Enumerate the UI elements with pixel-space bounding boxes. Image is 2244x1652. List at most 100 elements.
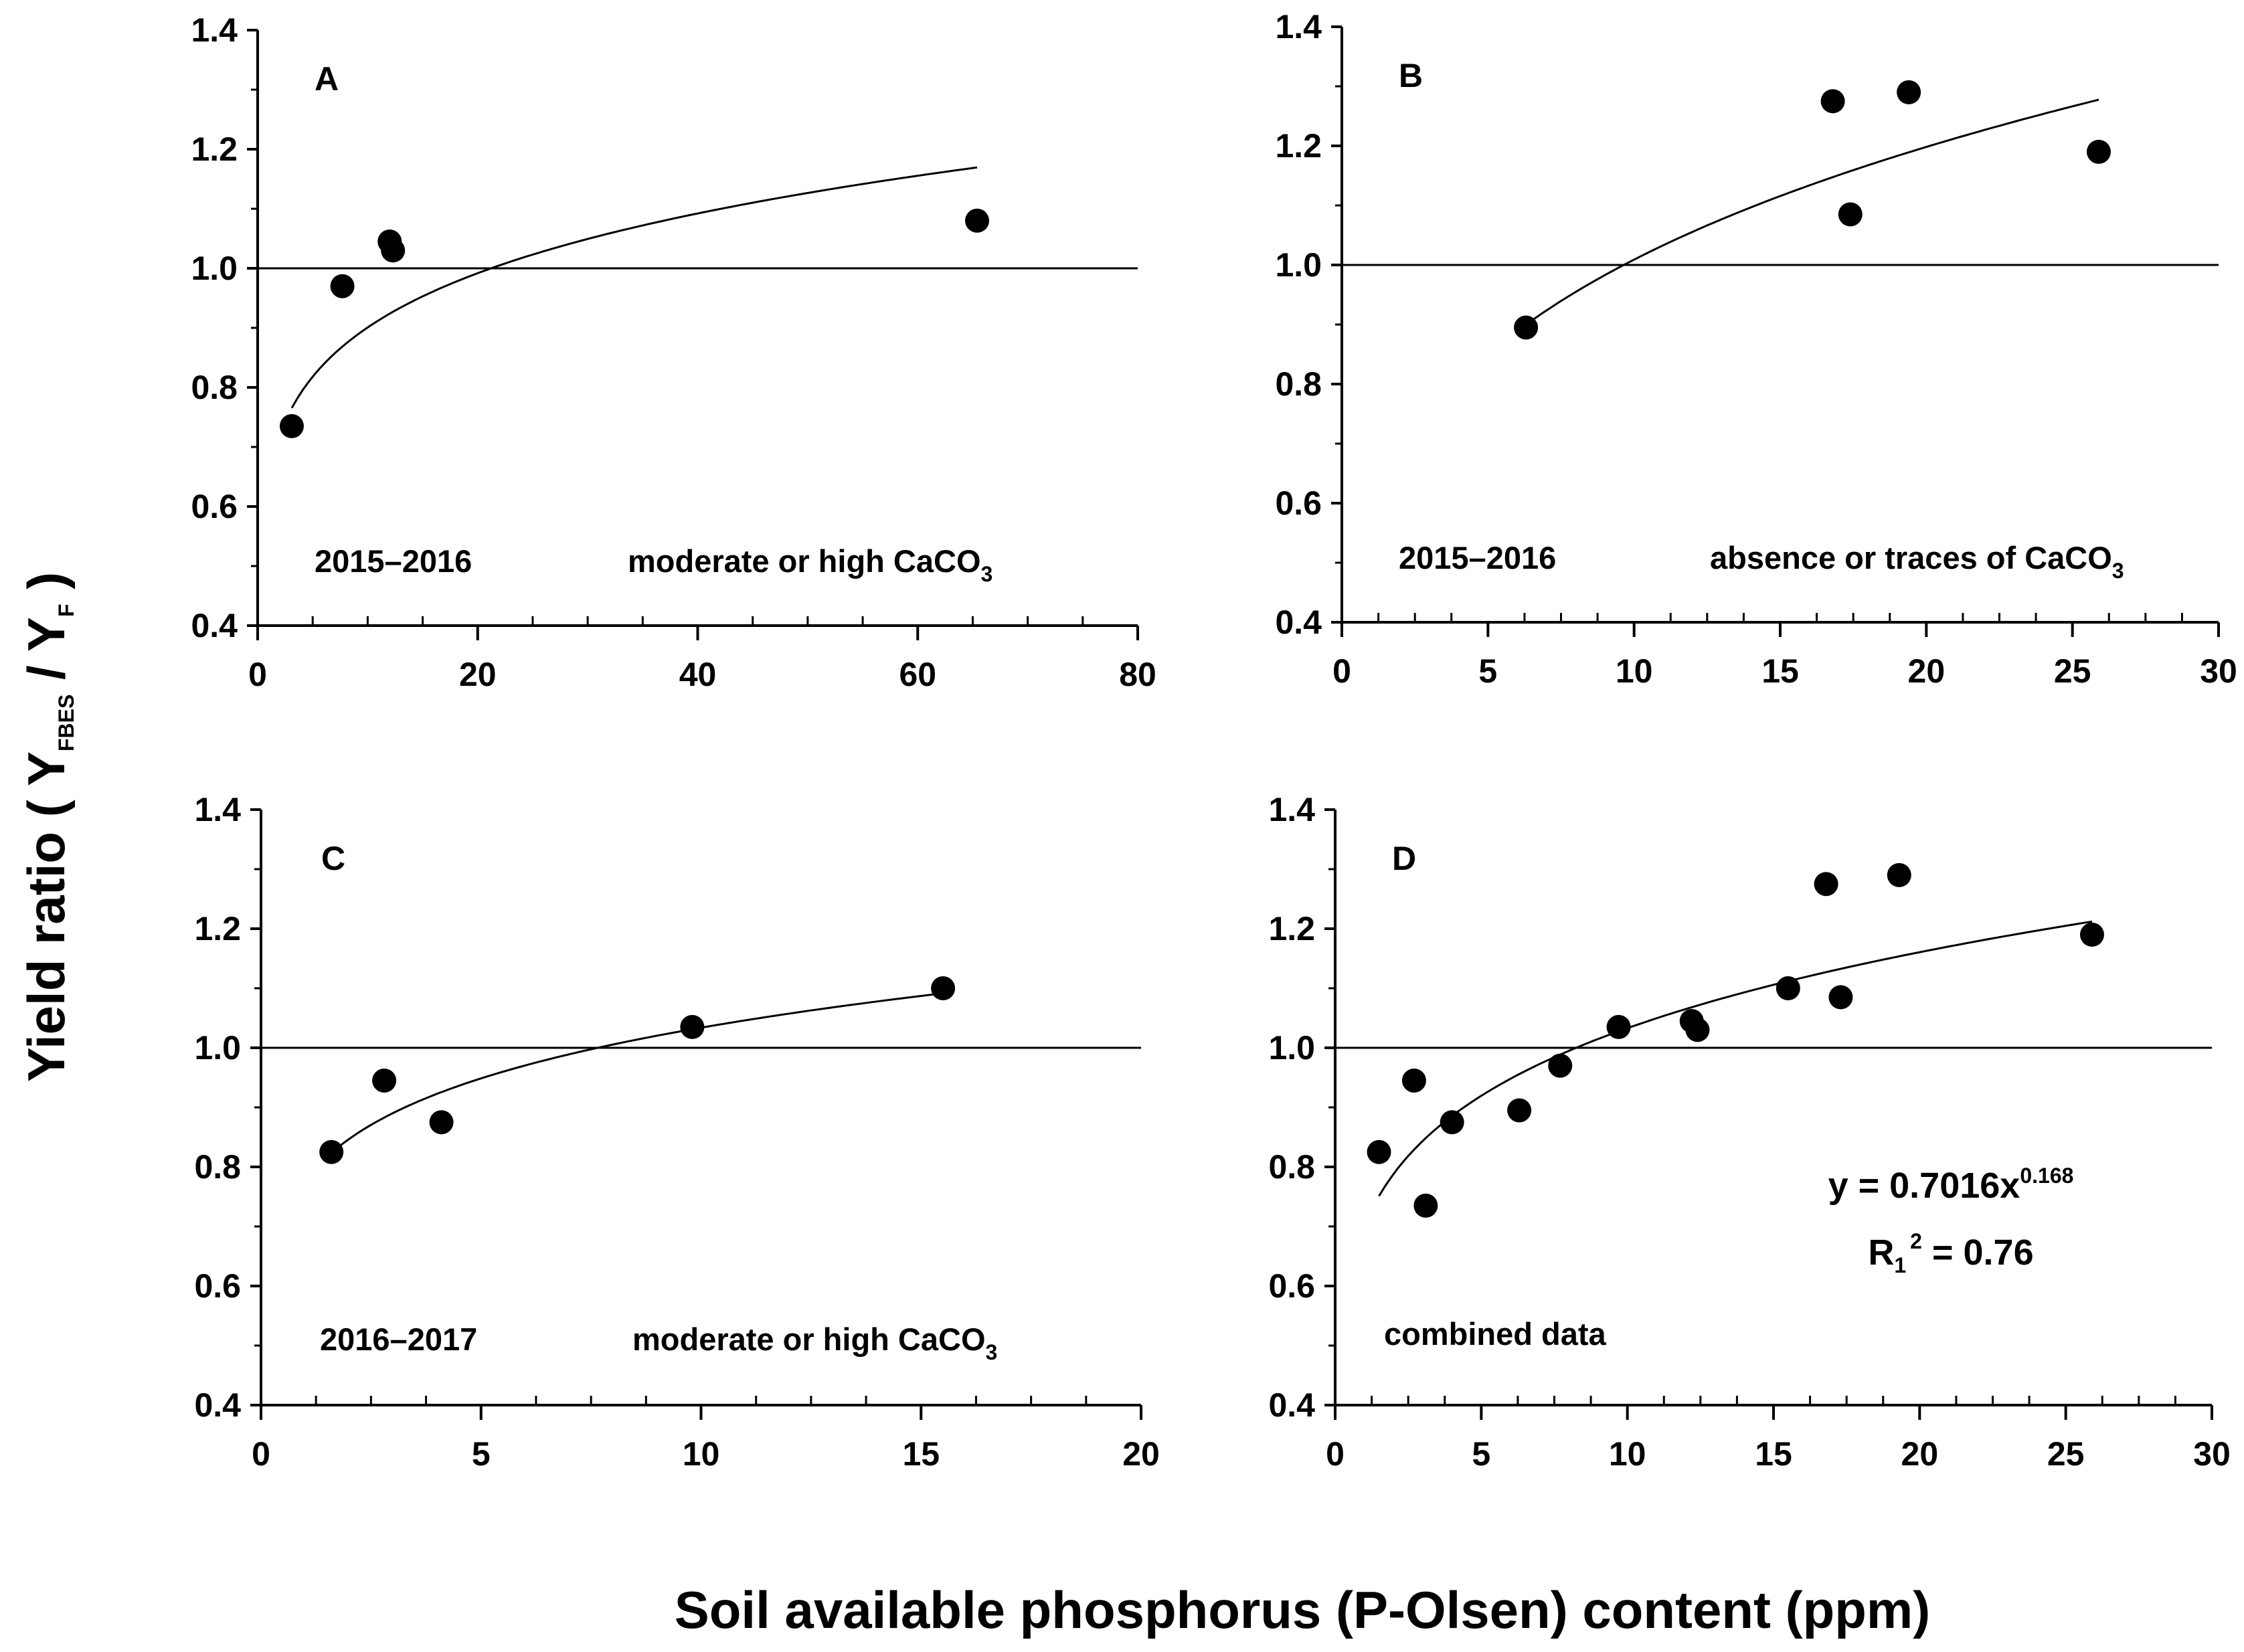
panel-a: 0.4 0.6 0.8 1.0 1.2 1.4 0 20 40 60 80 A 2015–2016 mod… <box>191 11 1156 693</box>
panel-b-data-point <box>1820 89 1845 114</box>
panel-c-data-point <box>319 1139 344 1164</box>
panel-d-x-tick-label: 25 <box>2047 1435 2085 1473</box>
panel-b-y-tick-label: 0.6 <box>1275 484 1322 522</box>
panel-b-label: B <box>1399 57 1423 94</box>
x-axis-title: Soil available phosphorus (P-Olsen) cont… <box>675 1580 1931 1639</box>
panel-c: 0.4 0.6 0.8 1.0 1.2 1.4 0 5 10 15 20 C 2016–2017 mode… <box>194 791 1159 1473</box>
panel-c-data-point <box>931 976 956 1000</box>
panel-a-x-tick-label: 40 <box>679 656 717 693</box>
panel-d-data-point <box>1401 1068 1426 1093</box>
panel-d-r-squared: R12 = 0.76 <box>1868 1229 2033 1277</box>
panel-d: 0.4 0.6 0.8 1.0 1.2 1.4 0 5 10 15 20 25 30 Dcombined … <box>1268 791 2230 1473</box>
panel-c-x-tick-label: 15 <box>902 1435 940 1473</box>
panel-c-x-tick-label: 10 <box>683 1435 720 1473</box>
panel-b-period: 2015–2016 <box>1399 540 1556 575</box>
panel-a-x-tick-label: 20 <box>459 656 497 693</box>
panels: 0.4 0.6 0.8 1.0 1.2 1.4 0 20 40 60 80 A 2015–2016 mod… <box>191 8 2237 1473</box>
panel-b-x-tick-label: 10 <box>1616 652 1653 690</box>
panel-b-y-tick-label: 1.0 <box>1275 246 1322 284</box>
panel-d-y-tick-label: 0.8 <box>1268 1148 1315 1186</box>
panel-a-x-tick-label: 0 <box>248 656 267 693</box>
panel-c-fit-curve <box>331 992 944 1154</box>
panel-c-data-point <box>680 1014 705 1039</box>
panel-a-y-tick-label: 0.4 <box>191 607 238 644</box>
panel-b-data-point <box>1514 315 1539 340</box>
panel-d-data-point <box>1413 1193 1438 1218</box>
panel-b-x-tick-label: 15 <box>1761 652 1799 690</box>
panel-d-fit-curve <box>1378 920 2093 1197</box>
panel-a-label: A <box>315 60 339 98</box>
panel-d-x-tick-label: 30 <box>2193 1435 2231 1473</box>
panel-d-data-point <box>1814 872 1838 897</box>
panel-c-y-tick-label: 1.4 <box>194 791 241 828</box>
panel-d-y-tick-label: 1.4 <box>1268 791 1315 828</box>
panel-c-x-tick-label: 5 <box>472 1435 491 1473</box>
panel-d-data-point <box>1887 862 1911 887</box>
panel-d-equation: y = 0.7016x0.168 <box>1828 1164 2074 1206</box>
panel-d-data-point <box>1548 1053 1573 1078</box>
panel-b-x-tick-label: 5 <box>1478 652 1497 690</box>
panel-c-y-tick-label: 0.8 <box>194 1148 241 1186</box>
panel-c-y-tick-label: 1.2 <box>194 910 241 947</box>
panel-d-data-point <box>1367 1139 1391 1164</box>
panel-c-label: C <box>321 840 345 877</box>
panel-c-period: 2016–2017 <box>320 1321 477 1357</box>
panel-a-data-point <box>381 238 406 263</box>
panel-b-y-tick-label: 0.4 <box>1275 604 1322 641</box>
panel-d-x-tick-label: 15 <box>1755 1435 1792 1473</box>
panel-b-data-point <box>2086 139 2111 164</box>
panel-c-condition: moderate or high CaCO3 <box>632 1321 997 1364</box>
panel-c-x-tick-label: 0 <box>252 1435 270 1473</box>
panel-a-y-tick-label: 0.8 <box>191 369 238 406</box>
panel-b-x-tick-label: 20 <box>1908 652 1946 690</box>
panel-d-y-tick-label: 1.0 <box>1268 1029 1315 1067</box>
panel-d-y-tick-label: 0.6 <box>1268 1267 1315 1305</box>
panel-a-data-point <box>965 208 990 233</box>
panel-a-x-tick-label: 60 <box>899 656 936 693</box>
panel-a-data-point <box>279 414 304 438</box>
panel-a-y-tick-label: 1.4 <box>191 11 238 49</box>
panel-b-condition: absence or traces of CaCO3 <box>1710 540 2124 583</box>
panel-b-y-tick-label: 1.2 <box>1275 127 1322 165</box>
panel-c-x-tick-label: 20 <box>1122 1435 1160 1473</box>
panel-d-x-tick-label: 5 <box>1472 1435 1490 1473</box>
panel-b-data-point <box>1838 202 1863 227</box>
panel-d-label: D <box>1392 840 1416 877</box>
panel-b-y-tick-label: 1.4 <box>1275 8 1322 45</box>
panel-a-y-tick-label: 0.6 <box>191 488 238 525</box>
panel-a-period: 2015–2016 <box>315 543 472 579</box>
panel-d-x-tick-label: 10 <box>1609 1435 1646 1473</box>
panel-a-condition: moderate or high CaCO3 <box>628 543 992 586</box>
panel-d-y-tick-label: 1.2 <box>1268 910 1315 947</box>
panel-d-period: combined data <box>1384 1316 1607 1352</box>
panel-d-data-point <box>1606 1014 1631 1039</box>
panel-d-data-point <box>1685 1018 1710 1042</box>
panel-c-y-tick-label: 1.0 <box>194 1029 241 1067</box>
panel-b-x-tick-label: 30 <box>2200 652 2237 690</box>
panel-b: 0.4 0.6 0.8 1.0 1.2 1.4 0 5 10 15 20 25 30 B 2015–2016… <box>1275 8 2237 690</box>
panel-d-data-point <box>1507 1098 1532 1123</box>
panel-d-data-point <box>1440 1110 1464 1135</box>
panel-a-y-tick-label: 1.0 <box>191 250 238 287</box>
panel-b-data-point <box>1897 80 1921 104</box>
panel-b-x-tick-label: 25 <box>2054 652 2091 690</box>
panel-d-x-tick-label: 0 <box>1326 1435 1345 1473</box>
panel-c-data-point <box>429 1110 454 1135</box>
panel-b-x-tick-label: 0 <box>1332 652 1351 690</box>
panel-d-data-point <box>1828 985 1853 1010</box>
panel-c-y-tick-label: 0.6 <box>194 1267 241 1305</box>
panel-c-data-point <box>372 1068 397 1093</box>
panel-d-y-tick-label: 0.4 <box>1268 1386 1315 1424</box>
panel-b-fit-curve <box>1525 98 2099 326</box>
panel-d-x-tick-label: 20 <box>1901 1435 1939 1473</box>
panel-a-y-tick-label: 1.2 <box>191 130 238 168</box>
panel-d-data-point <box>1776 976 1800 1000</box>
panel-c-y-tick-label: 0.4 <box>194 1386 241 1424</box>
panel-a-fit-curve <box>290 166 978 409</box>
panel-a-data-point <box>330 274 355 298</box>
y-axis-title: Yield ratio ( YFBES / YF ) <box>17 572 78 1082</box>
panel-d-data-point <box>2079 922 2104 947</box>
panel-b-y-tick-label: 0.8 <box>1275 365 1322 403</box>
panel-a-x-tick-label: 80 <box>1119 656 1156 693</box>
